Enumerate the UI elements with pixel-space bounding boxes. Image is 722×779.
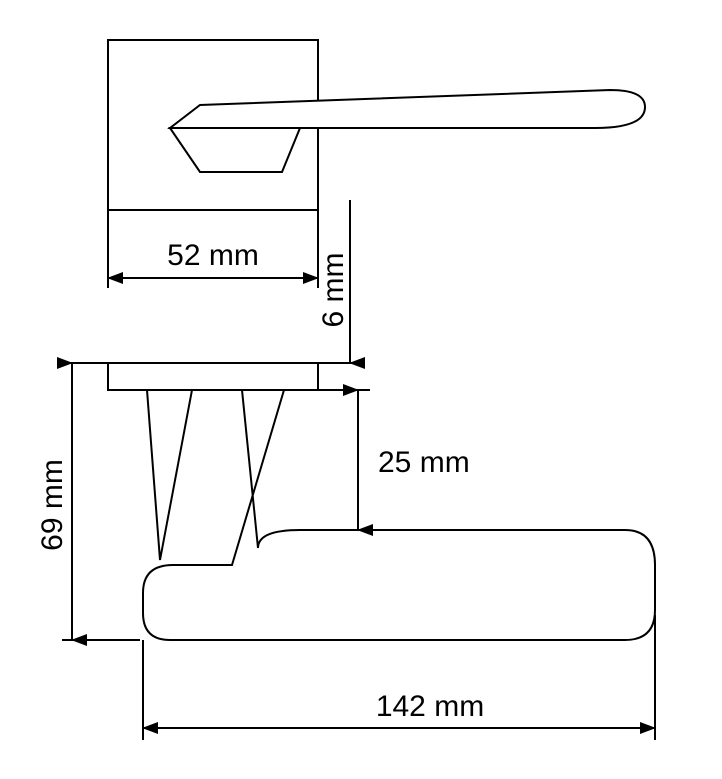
dim-label-69: 69 mm bbox=[36, 459, 69, 551]
dim-52mm: 52 mm bbox=[108, 210, 318, 288]
side-view bbox=[108, 363, 655, 640]
dim-label-25: 25 mm bbox=[378, 446, 470, 479]
dim-69mm: 69 mm bbox=[36, 363, 140, 640]
dim-25mm: 25 mm bbox=[298, 390, 470, 530]
top-view bbox=[108, 40, 645, 210]
dim-label-142: 142 mm bbox=[376, 690, 484, 723]
technical-drawing: 52 mm 6 mm 69 mm 25 mm 142 mm bbox=[0, 0, 722, 779]
dim-label-52: 52 mm bbox=[167, 239, 259, 272]
dim-label-6: 6 mm bbox=[317, 253, 350, 328]
dim-6mm: 6 mm bbox=[317, 200, 360, 363]
